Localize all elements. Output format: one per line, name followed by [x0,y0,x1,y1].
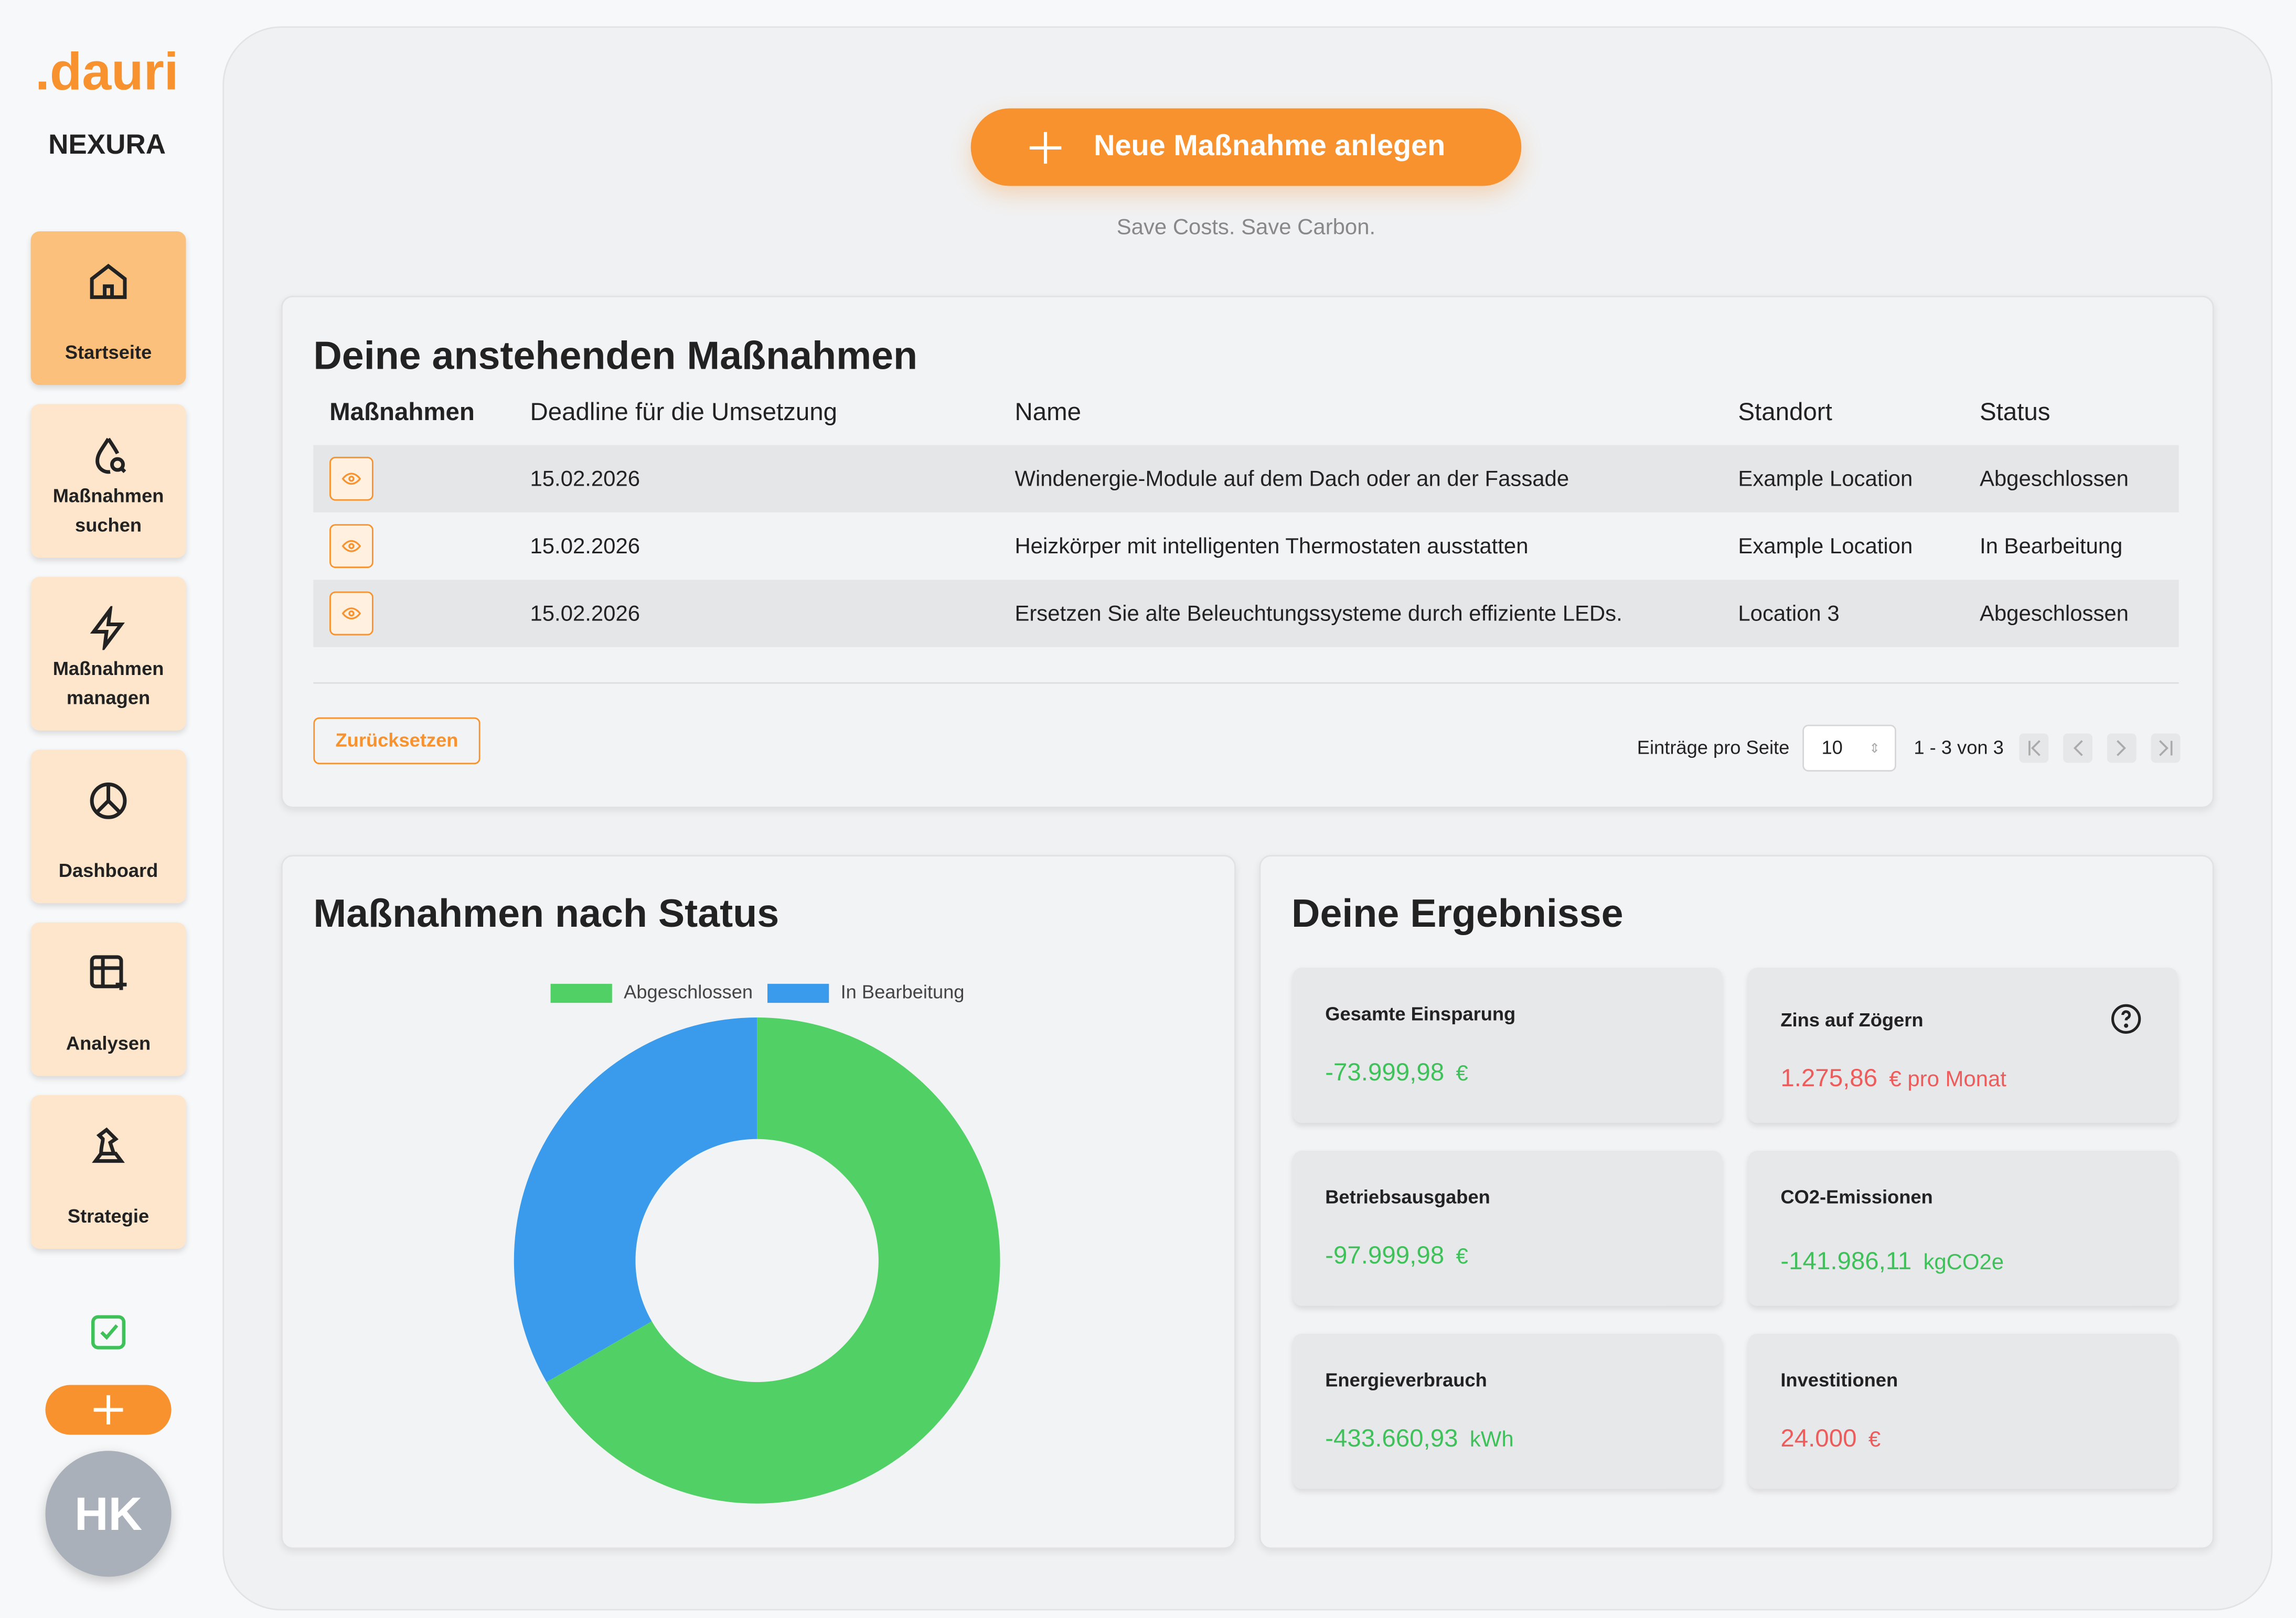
column-header[interactable]: Standort [1738,398,1832,426]
table-card [281,295,2214,808]
legend-swatch [550,983,612,1003]
table-cell: 15.02.2026 [530,602,640,627]
card-value: -73.999,98 € [1325,1058,1468,1088]
nav-label: Startseite [65,341,152,363]
column-header[interactable]: Name [1014,398,1082,426]
divider [313,682,2179,684]
table-cell: Example Location [1738,467,1913,492]
table-cell: 15.02.2026 [530,534,640,560]
card-label: Zins auf Zögern [1780,1009,1924,1031]
table-row: 15.02.2026 Ersetzen Sie alte Beleuchtungs… [313,580,2179,647]
results-title: Deine Ergebnisse [1291,891,1624,936]
nav-item[interactable]: Maßnahmen managen [30,576,186,731]
table-row: 15.02.2026 Heizkörper mit intelligenten T… [313,512,2178,580]
nav-item[interactable]: Dashboard [30,749,186,904]
legend-label: In Bearbeitung [841,981,965,1003]
doughnut-slice[interactable] [546,1017,1000,1504]
card-number: 1.275,86 [1780,1064,1878,1092]
table-row: 15.02.2026 Windenergie-Module auf dem Dac… [313,445,2179,512]
new-measure-button[interactable]: Neue Maßnahme anlegen [970,108,1522,186]
result-card: Zins auf Zögern 1.275,86 € pro Monat [1748,968,2177,1123]
add-button[interactable] [45,1385,172,1435]
table-cell: Example Location [1738,534,1913,560]
nav-item[interactable]: Strategie [30,1095,186,1249]
reset-button[interactable]: Zurücksetzen [313,717,480,765]
card-value: 1.275,86 € pro Monat [1780,1064,2006,1094]
nav-label: Dashboard [58,859,158,882]
card-label: Gesamte Einsparung [1325,1003,1516,1025]
nav-item[interactable]: Analysen [30,922,186,1076]
card-value: 24.000 € [1780,1424,1881,1454]
table-cell: Heizkörper mit intelligenten Thermostate… [1014,534,1529,560]
table-cell: Abgeschlossen [1979,602,2129,627]
view-button[interactable] [329,456,373,501]
table-cell: Ersetzen Sie alte Beleuchtungssysteme du… [1014,602,1622,627]
result-card: Energieverbrauch -433.660,93 kWh [1293,1333,1722,1489]
view-button[interactable] [329,524,373,569]
range: 1 - 3 von 3 [1914,736,2004,758]
card-value: -97.999,98 € [1325,1241,1468,1271]
nav-item[interactable]: Startseite [30,231,186,385]
nav-label: Maßnahmen managen [52,657,164,709]
card-value: -433.660,93 kWh [1325,1424,1513,1454]
result-card: Investitionen 24.000 € [1748,1333,2177,1489]
card-value: -141.986,11 kgCO2e [1780,1247,2004,1277]
per-page-label: Einträge pro Seite [1637,736,1790,758]
column-header[interactable]: Status [1979,398,2051,426]
result-card: CO2-Emissionen -141.986,11 kgCO2e [1748,1151,2177,1306]
card-unit: kWh [1469,1427,1514,1453]
nav-item[interactable]: Maßnahmen suchen [30,404,186,558]
table-cell: 15.02.2026 [530,467,640,492]
card-unit: € pro Monat [1889,1067,2006,1092]
card-unit: € [1456,1244,1468,1270]
tagline: Save Costs. Save Carbon. [1116,215,1376,240]
legend-label: Abgeschlossen [624,981,753,1003]
logo: .dauri [35,41,179,101]
column-header[interactable]: Deadline für die Umsetzung [530,398,838,426]
legend-swatch [767,983,829,1003]
doughnut-slice[interactable] [514,1017,757,1383]
card-unit: kgCO2e [1923,1250,2004,1276]
avatar[interactable]: HK [45,1451,172,1577]
column-header: Maßnahmen [329,398,475,426]
chart-title: Maßnahmen nach Status [313,891,779,936]
table-cell: Windenergie-Module auf dem Dach oder an … [1014,467,1569,492]
per-page-select[interactable]: 10 ⇕ [1802,724,1896,772]
view-button[interactable] [329,591,373,636]
result-card: Betriebsausgaben -97.999,98 € [1293,1151,1722,1306]
brand: NEXURA [48,130,166,162]
card-label: Energieverbrauch [1325,1368,1487,1391]
nav-label: Strategie [67,1205,149,1227]
card-number: -141.986,11 [1780,1247,1912,1276]
card-number: -73.999,98 [1325,1058,1445,1087]
tasks-icon[interactable] [88,1312,129,1353]
doughnut-chart: Abgeschlossen In Bearbeitung [514,981,1000,1504]
pager-buttons[interactable] [2018,732,2182,764]
select-arrow: ⇕ [1869,741,1881,756]
help-icon[interactable] [2110,1003,2142,1035]
nav-label: Maßnahmen suchen [52,484,164,536]
card-number: -97.999,98 [1325,1241,1445,1270]
table-cell: In Bearbeitung [1979,534,2123,560]
card-label: Betriebsausgaben [1325,1186,1490,1208]
card-unit: € [1456,1061,1468,1087]
button-label: Neue Maßnahme anlegen [1094,130,1446,163]
card-label: CO2-Emissionen [1780,1186,1933,1208]
card-unit: € [1868,1427,1881,1453]
per-page-value: 10 [1821,736,1843,758]
table-cell: Location 3 [1738,602,1840,627]
result-card: Gesamte Einsparung -73.999,98 € [1293,968,1722,1123]
card-number: 24.000 [1780,1424,1857,1453]
nav-label: Analysen [66,1032,151,1054]
table-cell: Abgeschlossen [1979,467,2129,492]
table-title: Deine anstehenden Maßnahmen [313,334,918,378]
card-number: -433.660,93 [1325,1424,1458,1453]
card-label: Investitionen [1780,1368,1898,1391]
